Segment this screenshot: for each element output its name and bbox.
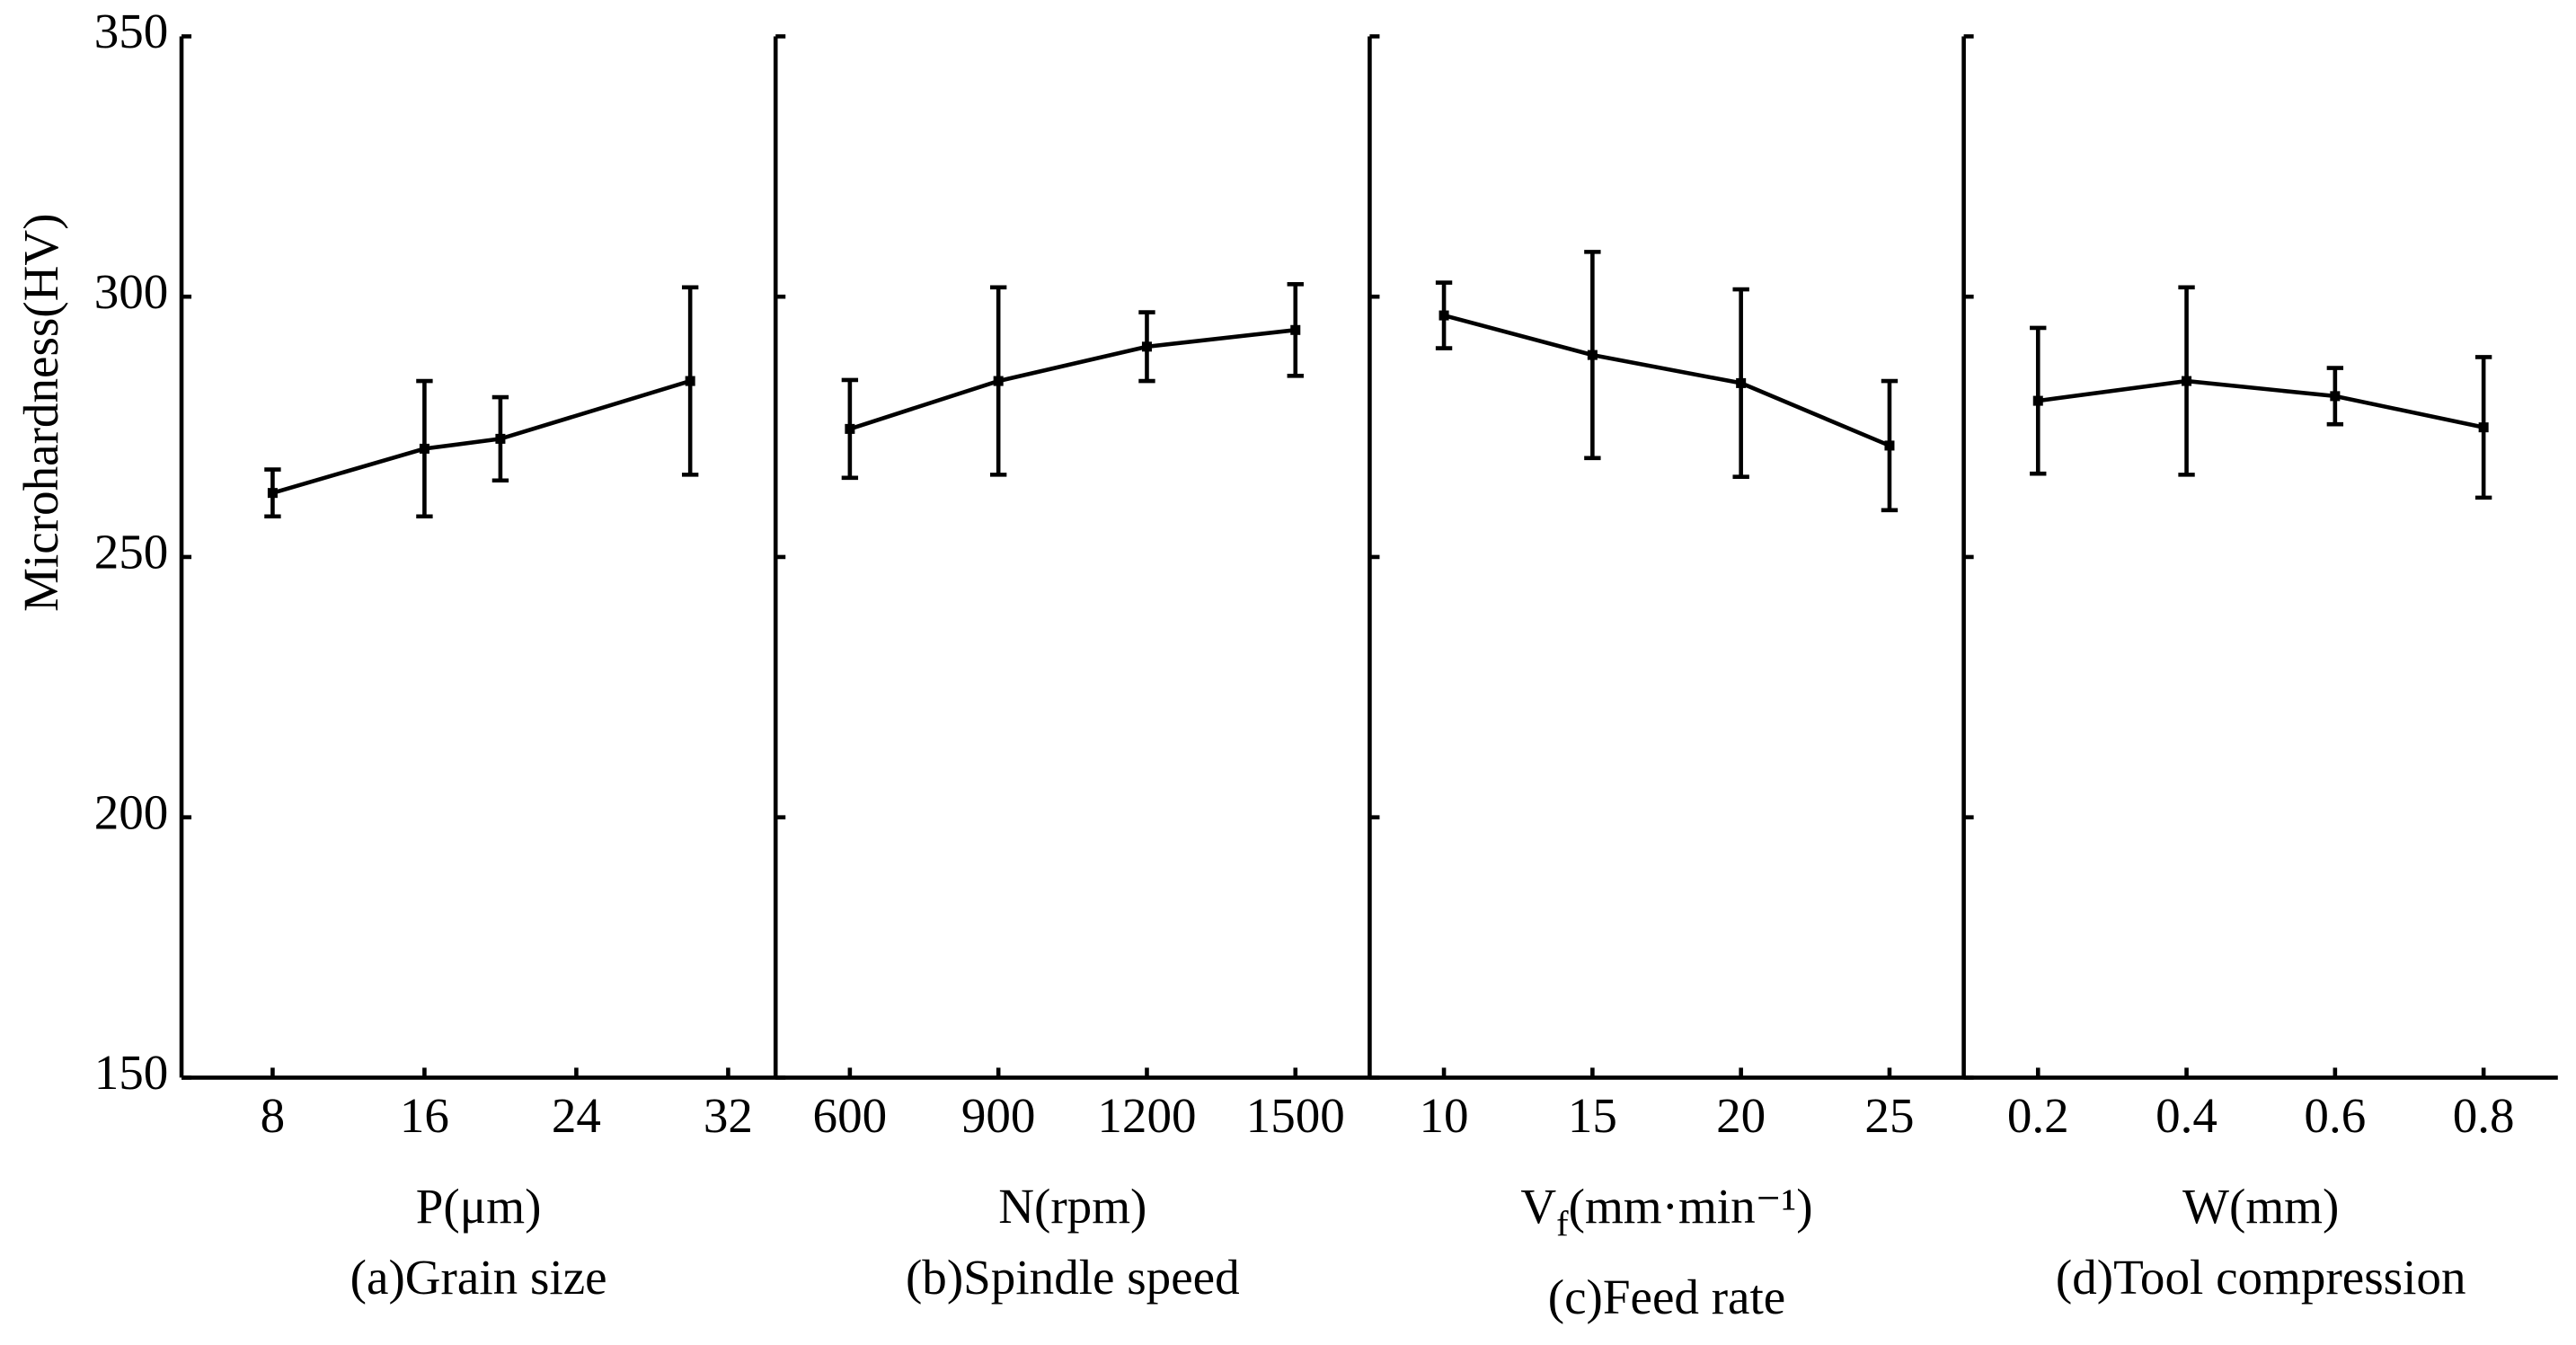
marker	[1884, 440, 1895, 451]
x-tick-label: 600	[813, 1088, 888, 1143]
data-line	[271, 378, 691, 495]
panel-caption: (d)Tool compression	[2056, 1250, 2466, 1305]
y-tick-label: 200	[94, 784, 169, 839]
marker	[2182, 376, 2192, 386]
y-tick-label: 150	[94, 1045, 169, 1100]
x-tick-label: 15	[1568, 1088, 1617, 1143]
marker	[1587, 350, 1598, 360]
y-tick-label: 300	[94, 264, 169, 319]
x-label-sub: f	[1556, 1204, 1569, 1244]
x-tick-label: 25	[1864, 1088, 1914, 1143]
data-line	[1443, 313, 1890, 448]
panel-caption: (c)Feed rate	[1548, 1270, 1786, 1324]
x-tick-label: 8	[261, 1088, 286, 1143]
x-tick-label: 1500	[1246, 1088, 1345, 1143]
data-line	[849, 328, 1297, 431]
marker	[1290, 324, 1301, 335]
y-tick-label: 250	[94, 525, 169, 580]
y-axis-label: Microhardness(HV)	[13, 213, 68, 612]
x-tick-label: 32	[704, 1088, 753, 1143]
x-tick-label: 16	[400, 1088, 449, 1143]
panel-caption: (a)Grain size	[350, 1250, 607, 1305]
data-line	[2037, 378, 2484, 429]
x-tick-label: 0.4	[2156, 1088, 2217, 1143]
x-tick-label: 0.6	[2304, 1088, 2366, 1143]
marker	[419, 443, 429, 454]
x-tick-label: 20	[1716, 1088, 1766, 1143]
marker	[1141, 341, 1152, 352]
x-label-main: V	[1520, 1179, 1556, 1234]
x-axis-label: Vf(mm·min⁻¹)	[1520, 1179, 1812, 1244]
marker	[495, 433, 506, 444]
x-tick-label: 0.8	[2453, 1088, 2515, 1143]
marker	[2032, 395, 2043, 406]
x-tick-label: 1200	[1097, 1088, 1196, 1143]
marker	[2478, 422, 2489, 433]
marker	[2330, 391, 2341, 402]
y-tick-label: 350	[94, 4, 169, 58]
marker	[1438, 310, 1449, 321]
x-axis-label: N(rpm)	[998, 1179, 1146, 1234]
x-tick-label: 10	[1420, 1088, 1469, 1143]
x-tick-label: 24	[552, 1088, 601, 1143]
x-tick-label: 0.2	[2007, 1088, 2069, 1143]
marker	[267, 488, 278, 499]
marker	[845, 423, 855, 434]
marker	[685, 376, 695, 386]
x-tick-label: 900	[961, 1088, 1036, 1143]
marker	[993, 376, 1004, 386]
x-label-rest: (mm·min⁻¹)	[1569, 1179, 1813, 1234]
x-axis-label: W(mm)	[2182, 1179, 2339, 1234]
x-axis-label: P(μm)	[416, 1179, 542, 1234]
panel-caption: (b)Spindle speed	[906, 1250, 1240, 1305]
marker	[1736, 377, 1747, 388]
